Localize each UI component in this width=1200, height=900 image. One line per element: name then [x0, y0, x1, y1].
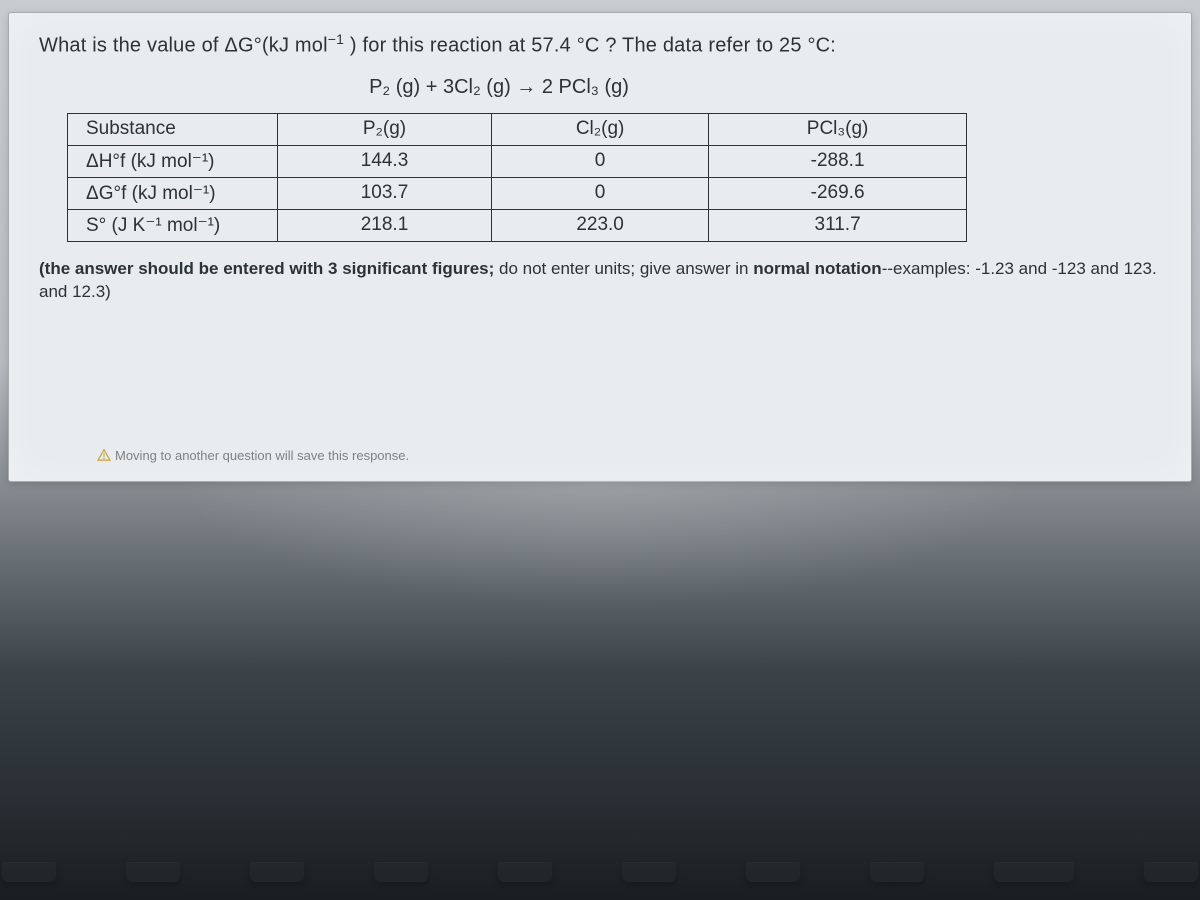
question-prefix: What is the value of ΔG°(kJ mol: [39, 35, 328, 57]
note-text-1: do not enter units; give answer in: [494, 259, 753, 278]
cell: 103.7: [278, 177, 492, 209]
row-label: ΔH°f (kJ mol⁻¹): [68, 145, 278, 177]
screen-reflection: [0, 480, 1200, 680]
autosave-text: Moving to another question will save thi…: [115, 448, 409, 463]
exp-neg1: −1: [328, 31, 344, 47]
col-substance: Substance: [68, 113, 278, 145]
key-silhouette: [746, 862, 800, 882]
row-label: ΔG°f (kJ mol⁻¹): [68, 177, 278, 209]
autosave-message: Moving to another question will save thi…: [97, 448, 409, 463]
warning-icon: [97, 449, 111, 461]
answer-format-note: (the answer should be entered with 3 sig…: [39, 258, 1169, 304]
question-panel: What is the value of ΔG°(kJ mol−1 ) for …: [8, 12, 1192, 482]
col-pcl3: PCl₃(g): [709, 113, 967, 145]
cell: -269.6: [709, 177, 967, 209]
reaction-equation: P₂ (g) + 3Cl₂ (g) → 2 PCl₃ (g): [299, 76, 699, 99]
cell: 311.7: [709, 209, 967, 241]
key-silhouette: [870, 862, 924, 882]
cell: 0: [492, 145, 709, 177]
cell: -288.1: [709, 145, 967, 177]
thermo-data-table: Substance P₂(g) Cl₂(g) PCl₃(g) ΔH°f (kJ …: [67, 113, 967, 242]
table-row: ΔG°f (kJ mol⁻¹) 103.7 0 -269.6: [68, 177, 967, 209]
key-silhouette: [126, 862, 180, 882]
table-header-row: Substance P₂(g) Cl₂(g) PCl₃(g): [68, 113, 967, 145]
cell: 0: [492, 177, 709, 209]
col-cl2: Cl₂(g): [492, 113, 709, 145]
table-row: S° (J K⁻¹ mol⁻¹) 218.1 223.0 311.7: [68, 209, 967, 241]
key-silhouette: [498, 862, 552, 882]
row-label: S° (J K⁻¹ mol⁻¹): [68, 209, 278, 241]
key-silhouette: [1144, 862, 1198, 882]
question-text: What is the value of ΔG°(kJ mol−1 ) for …: [39, 31, 1169, 58]
key-silhouette: [250, 862, 304, 882]
key-silhouette: [374, 862, 428, 882]
cell: 218.1: [278, 209, 492, 241]
key-silhouette: [994, 862, 1074, 882]
note-bold-2: normal notation: [753, 259, 881, 278]
cell: 144.3: [278, 145, 492, 177]
question-rest: ) for this reaction at 57.4 °C ? The dat…: [344, 35, 836, 57]
note-bold: (the answer should be entered with 3 sig…: [39, 259, 494, 278]
cell: 223.0: [492, 209, 709, 241]
key-silhouette: [622, 862, 676, 882]
table-row: ΔH°f (kJ mol⁻¹) 144.3 0 -288.1: [68, 145, 967, 177]
key-silhouette: [2, 862, 56, 882]
keyboard-silhouette: [0, 822, 1200, 882]
col-p2: P₂(g): [278, 113, 492, 145]
